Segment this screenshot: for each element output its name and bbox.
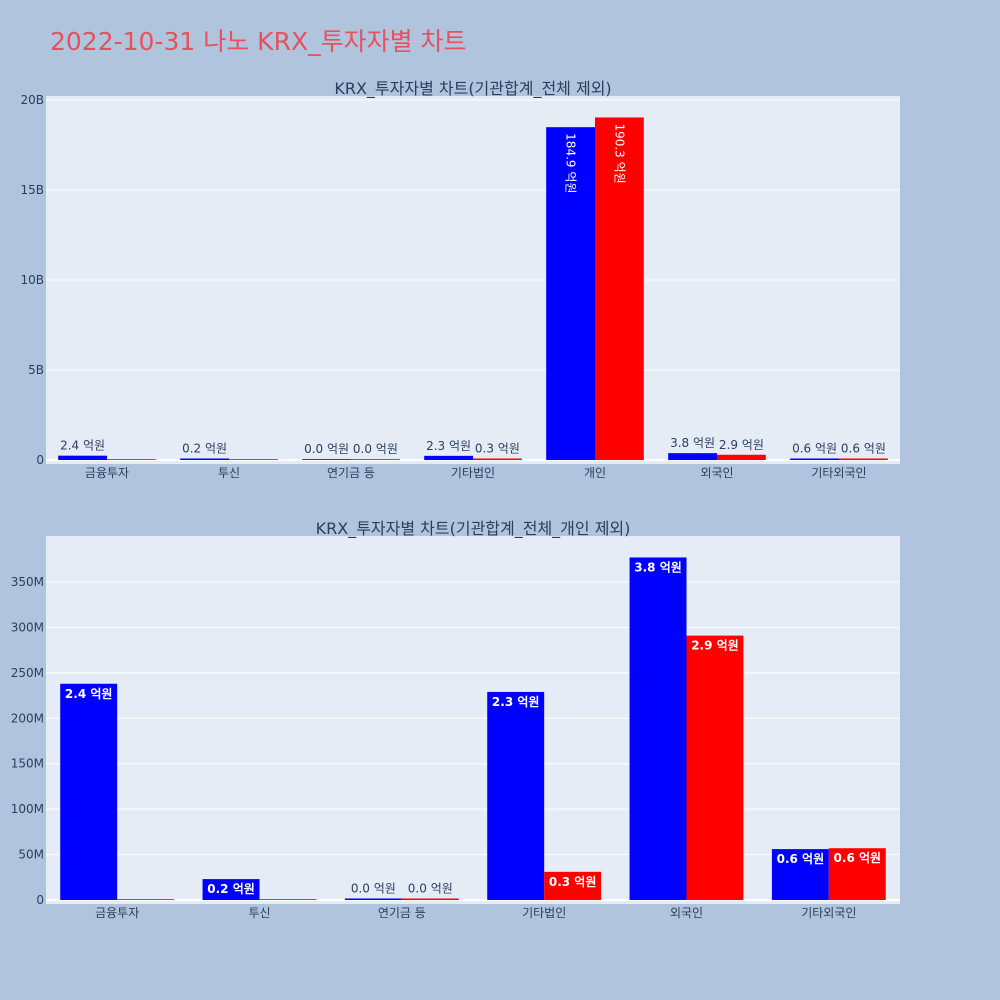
sell-bar [351, 459, 400, 460]
buy-bar [546, 127, 595, 461]
sell-bar [259, 899, 317, 900]
sell-bar [686, 635, 744, 900]
buy-bar [668, 453, 717, 460]
buy-bar [302, 459, 351, 460]
buy-bar [60, 683, 118, 900]
data-label: 0.6 억원 [834, 851, 882, 865]
sell-bar [473, 458, 522, 460]
y-tick-label: 50M [18, 848, 44, 862]
data-label: 0.0 억원 [408, 882, 453, 896]
y-tick-label: 10B [20, 273, 44, 287]
data-label: 2.9 억원 [691, 639, 739, 653]
y-tick-label: 15B [20, 183, 44, 197]
sell-bar [595, 117, 644, 461]
x-tick-label: 투신 [218, 466, 240, 480]
buy-bar [424, 455, 473, 460]
data-label: 0.6 억원 [777, 852, 825, 866]
x-tick-label: 외국인 [670, 906, 703, 920]
y-tick-label: 0 [36, 893, 44, 907]
y-tick-label: 200M [11, 711, 44, 725]
sell-bar [401, 898, 459, 900]
sell-bar [107, 459, 156, 460]
data-label: 184.9 억원 [564, 133, 578, 193]
buy-bar [790, 458, 839, 460]
buy-bar [771, 849, 829, 900]
sell-bar [717, 454, 766, 460]
buy-bar [202, 879, 260, 900]
x-tick-label: 외국인 [700, 466, 733, 480]
data-label: 0.0 억원 [304, 442, 349, 456]
y-tick-label: 5B [28, 363, 44, 377]
x-tick-label: 기타법인 [522, 906, 566, 920]
x-tick-label: 개인 [584, 466, 606, 480]
data-label: 2.3 억원 [426, 439, 471, 453]
data-label: 2.4 억원 [65, 687, 113, 701]
data-label: 0.3 억원 [475, 442, 520, 456]
data-label: 0.2 억원 [182, 442, 227, 456]
data-label: 2.3 억원 [492, 695, 540, 709]
sell-bar [117, 899, 175, 900]
x-tick-label: 금융투자 [95, 906, 139, 920]
data-label: 190.3 억원 [612, 123, 626, 183]
page-title: 2022-10-31 나노 KRX_투자자별 차트 [50, 27, 467, 56]
x-tick-label: 기타법인 [451, 466, 495, 480]
data-label: 3.8 억원 [670, 436, 715, 450]
y-tick-label: 20B [20, 93, 44, 107]
sell-bar [544, 871, 602, 900]
data-label: 0.3 억원 [549, 875, 597, 889]
y-tick-label: 100M [11, 802, 44, 816]
data-label: 0.0 억원 [353, 442, 398, 456]
sell-bar [229, 459, 278, 460]
data-label: 0.6 억원 [792, 442, 837, 456]
x-tick-label: 금융투자 [85, 466, 129, 480]
chart-title: KRX_투자자별 차트(기관합계_전체 제외) [334, 79, 611, 99]
buy-bar [487, 691, 545, 900]
chart-panel-1: 0 5B 10B 15B 20B KRX_투자자별 차트(기관합계_전체 제외) 금융투자 2… [20, 79, 900, 480]
data-label: 0.0 억원 [351, 882, 396, 896]
x-tick-label: 투신 [248, 906, 270, 920]
sell-bar [839, 458, 888, 460]
x-tick-label: 연기금 등 [378, 906, 426, 920]
buy-bar [629, 557, 687, 900]
y-tick-label: 350M [11, 575, 44, 589]
y-tick-label: 250M [11, 666, 44, 680]
y-tick-label: 0 [36, 453, 44, 467]
data-label: 0.2 억원 [207, 882, 255, 896]
chart-panel-2: 0 50M 100M 150M 200M 250M 300M 350M KRX_투자자별 차트(… [11, 519, 900, 920]
buy-bar [58, 455, 107, 460]
x-tick-label: 기타외국인 [801, 906, 856, 920]
plot-background [46, 536, 900, 904]
data-label: 2.4 억원 [60, 439, 105, 453]
data-label: 3.8 억원 [634, 560, 682, 574]
chart-title: KRX_투자자별 차트(기관합계_전체_개인 제외) [316, 519, 631, 539]
data-label: 2.9 억원 [719, 438, 764, 452]
data-label: 0.6 억원 [841, 442, 886, 456]
sell-bar [828, 848, 886, 900]
y-tick-label: 150M [11, 757, 44, 771]
buy-bar [344, 898, 402, 900]
buy-bar [180, 458, 229, 460]
x-tick-label: 기타외국인 [811, 466, 866, 480]
y-tick-label: 300M [11, 620, 44, 634]
x-tick-label: 연기금 등 [327, 466, 375, 480]
